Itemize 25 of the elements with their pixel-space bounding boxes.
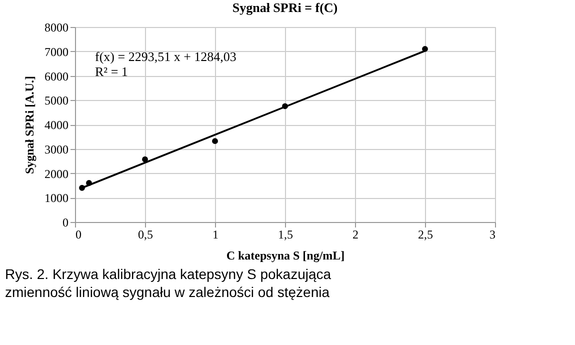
text: Rys. 2. Krzywa kalibracyjna katepsyny S pokazująca zmienność liniową sygnału w zależności od stężenia [5, 266, 332, 300]
y-tick-label: 6000 [44, 69, 68, 84]
y-tick-label: 2000 [44, 166, 68, 181]
y-tick-label: 3000 [44, 142, 68, 156]
y-tick-label: 5000 [44, 94, 68, 108]
y-tick-label: 8000 [44, 20, 68, 34]
point [142, 156, 148, 162]
x-tick-label: 1 [212, 228, 218, 242]
x-tick-label: 0,5 [138, 228, 153, 242]
x-tick-label: 2 [352, 228, 358, 242]
point [422, 46, 428, 52]
y-tick-label: 0 [62, 216, 68, 230]
y-axis-title: Sygnał SPRi [A.U.] [22, 76, 36, 174]
x-tick-label: 0 [76, 228, 82, 242]
x-tick-label: 3 [490, 228, 496, 242]
y-tick-label: 1000 [44, 191, 68, 206]
annotation: f(x) = 2293,51 x + 1284,03 [95, 49, 236, 64]
x-tick-label: 1,5 [278, 228, 293, 242]
x-axis-title: C katepsyna S [ng/mL] [226, 248, 345, 262]
chart-title: Sygnał SPRi = f(C) [232, 0, 338, 15]
point [212, 138, 218, 144]
x-tick-label: 2,5 [418, 228, 433, 242]
y-tick-label: 4000 [44, 118, 68, 132]
annotation: R² = 1 [95, 64, 128, 79]
y-tick-label: 7000 [44, 44, 68, 59]
